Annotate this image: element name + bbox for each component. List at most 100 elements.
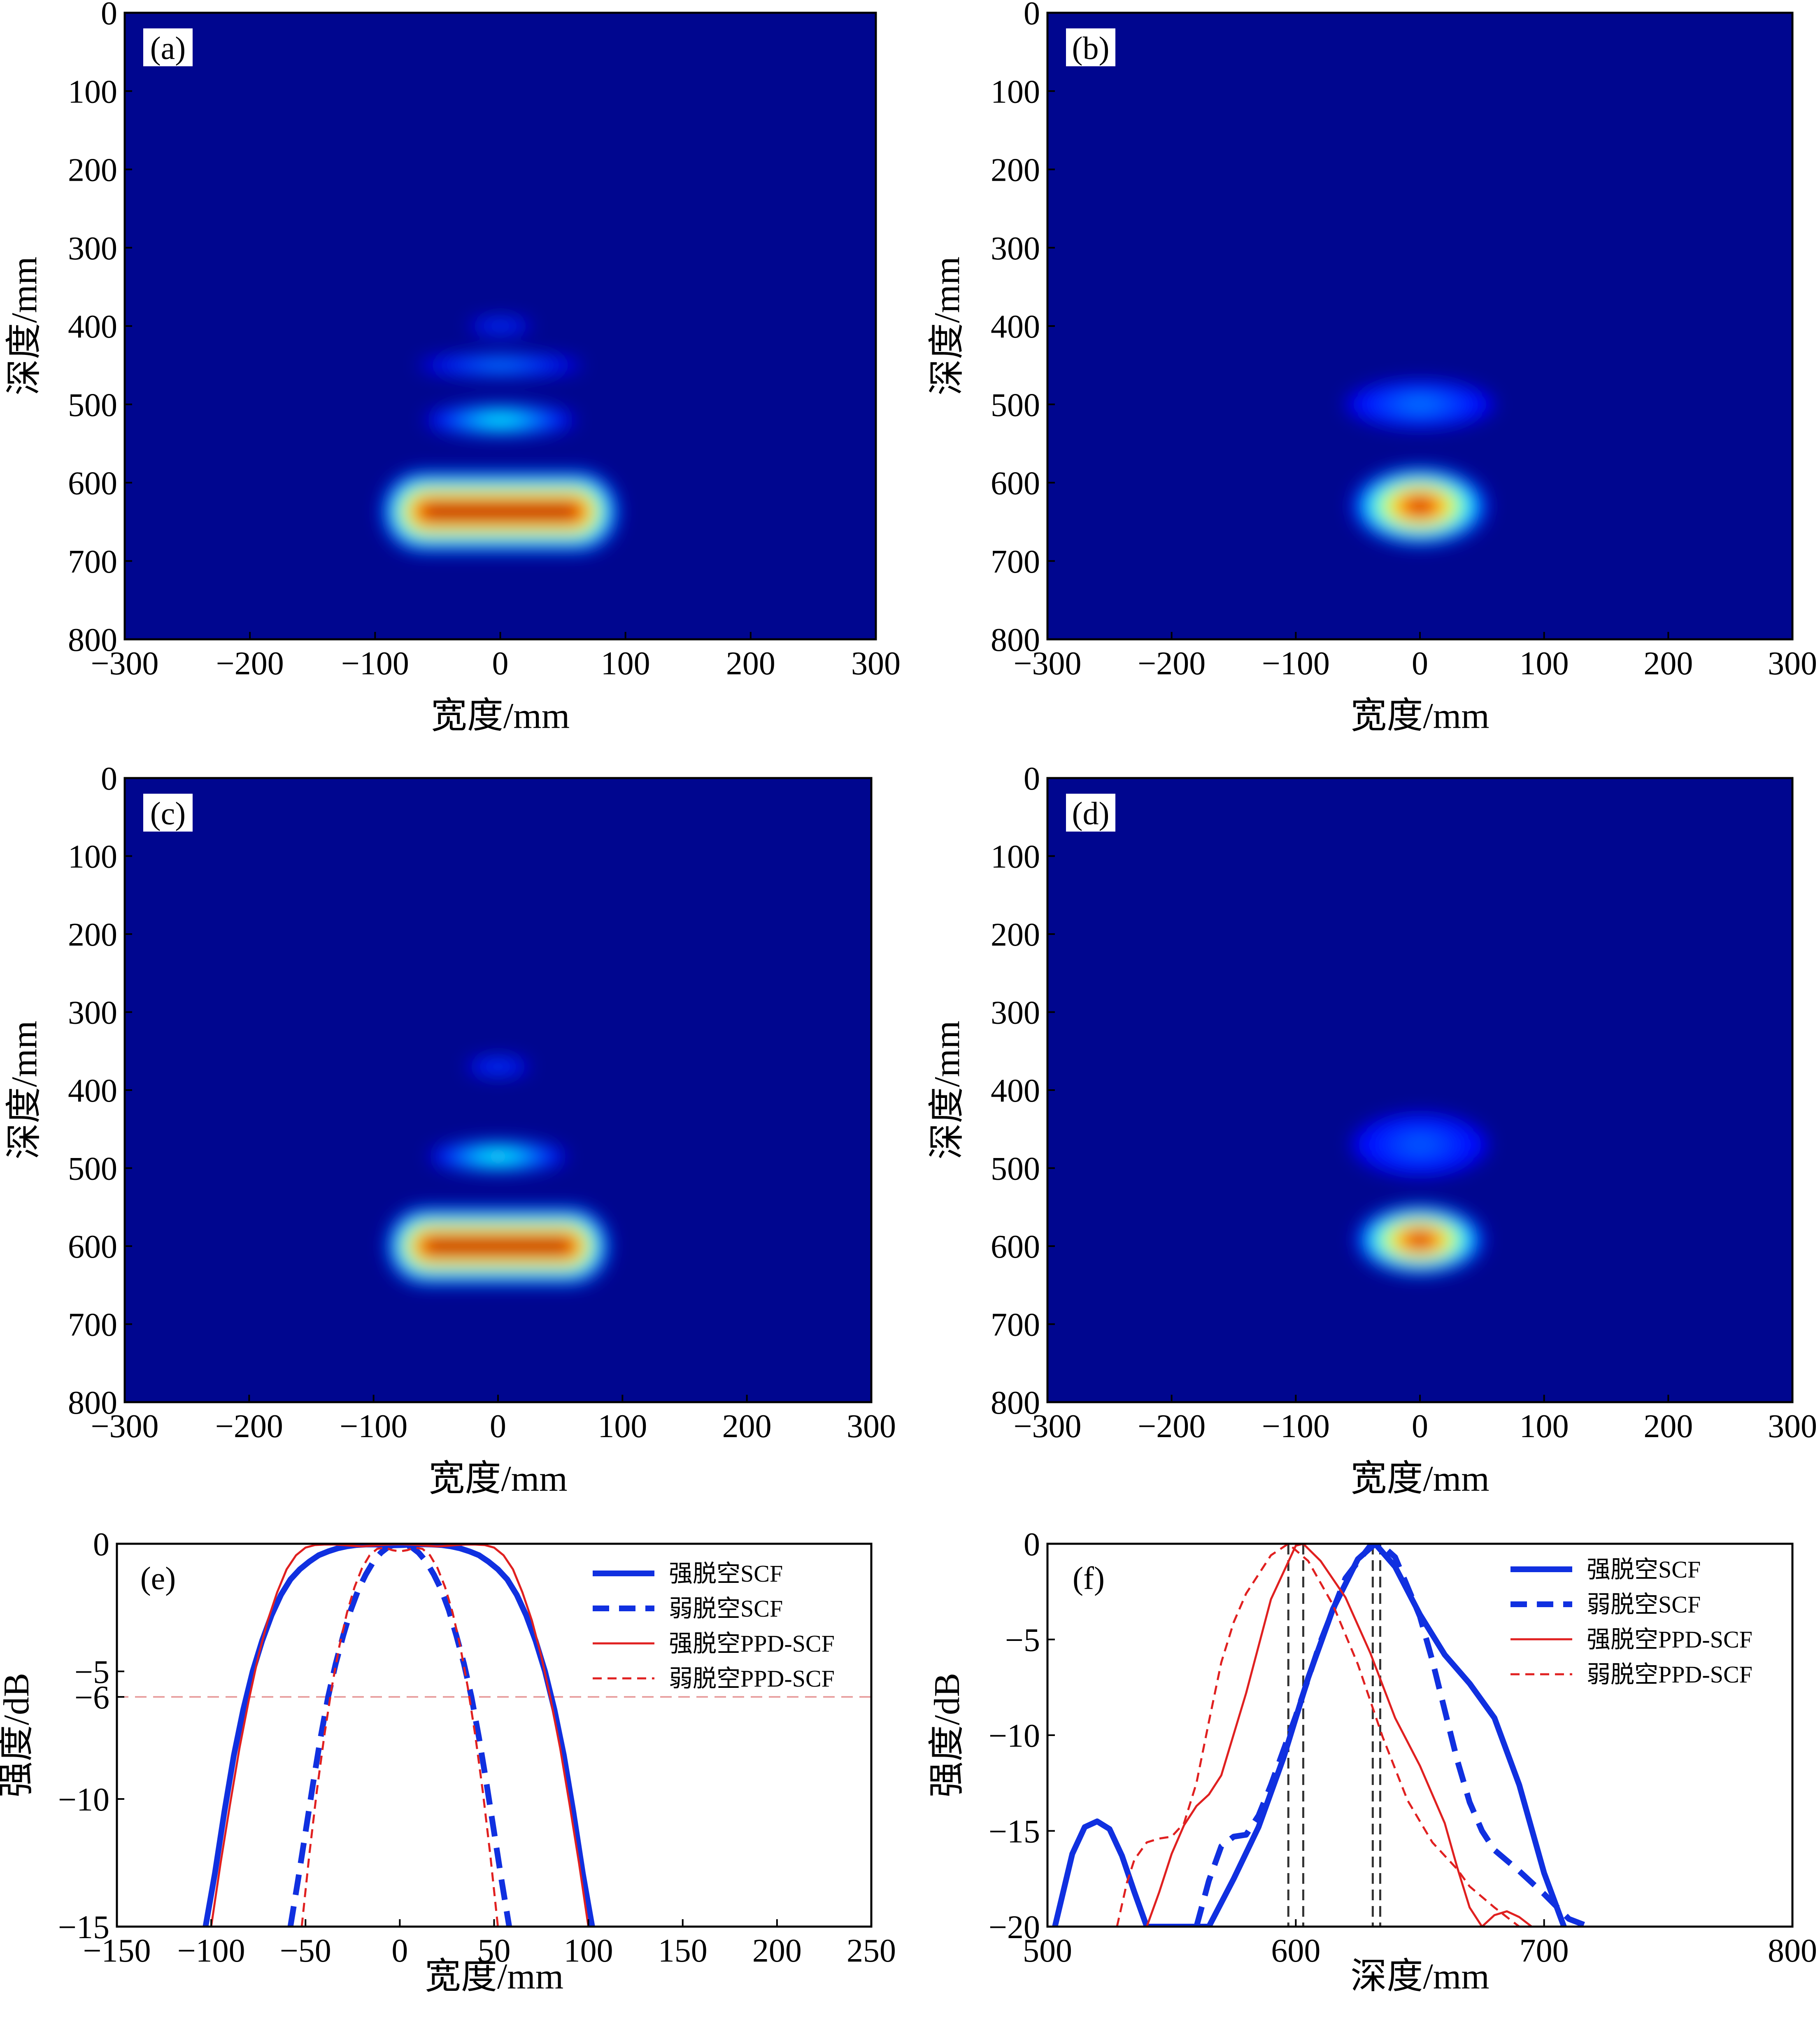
x-tick-label: 200 xyxy=(1643,1408,1693,1445)
x-tick-label: −150 xyxy=(83,1933,151,1969)
legend-label: 强脱空PPD-SCF xyxy=(1587,1626,1753,1653)
legend-label: 强脱空PPD-SCF xyxy=(669,1630,835,1657)
x-tick-label: 300 xyxy=(847,1408,896,1445)
y-tick-label: 200 xyxy=(991,152,1040,189)
heatmap-blob-1-level-7 xyxy=(1410,401,1429,408)
y-tick-label: 100 xyxy=(68,839,117,875)
heatmap-blobs xyxy=(1352,1113,1488,1275)
x-tick-label: −200 xyxy=(215,1408,283,1445)
heatmap-blob-0-level-7 xyxy=(1412,1235,1428,1244)
y-tick-label: −10 xyxy=(58,1782,109,1818)
x-tick-label: 500 xyxy=(1023,1933,1072,1969)
y-tick-label: 0 xyxy=(93,1526,109,1563)
heatmap-blobs xyxy=(386,1057,610,1285)
heatmap-blob-1-level-7 xyxy=(1411,1141,1429,1149)
heatmap-blob-1-level-7 xyxy=(490,364,511,367)
heatmap-blob-3-level-7 xyxy=(491,418,510,422)
series-line-1 xyxy=(287,1544,512,1927)
y-tick-label: 600 xyxy=(991,1229,1040,1265)
y-tick-label: −15 xyxy=(58,1909,109,1946)
x-tick-label: 0 xyxy=(490,1408,506,1445)
series-line-3 xyxy=(300,1546,499,1927)
heatmap-blob-0-level-7 xyxy=(425,1241,571,1251)
heatmap-blob-0-level-7 xyxy=(423,506,578,517)
x-tick-label: 250 xyxy=(847,1933,896,1969)
heatmap-panel-c: −300 −200 −100 0 100 200 300 0 100 200 300 400 500 60… xyxy=(5,761,896,1499)
y-axis-label: 强度/dB xyxy=(0,1673,37,1797)
y-tick-label: 700 xyxy=(68,1307,117,1343)
y-tick-label: −6 xyxy=(74,1680,109,1716)
x-axis-label: 宽度/mm xyxy=(1350,1459,1489,1499)
x-tick-label: −300 xyxy=(1013,645,1081,682)
y-tick-label: 700 xyxy=(991,1307,1040,1343)
y-tick-label: 600 xyxy=(68,1229,117,1265)
y-tick-label: 300 xyxy=(991,995,1040,1031)
plot-area xyxy=(1052,1544,1590,1927)
x-tick-label: 300 xyxy=(1768,1408,1817,1445)
y-tick-label: 400 xyxy=(991,309,1040,345)
x-tick-label: 150 xyxy=(658,1933,708,1969)
panel-label: (a) xyxy=(150,30,186,66)
y-tick-label: −20 xyxy=(989,1909,1040,1946)
y-tick-label: 800 xyxy=(991,622,1040,658)
panel-label-box xyxy=(143,28,193,66)
y-tick-label: 300 xyxy=(991,231,1040,267)
line-panel-e: −150 −100 −50 0 50 100 150 200 250−15−10−6−50宽度/… xyxy=(0,1526,896,1997)
x-tick-label: −300 xyxy=(91,645,158,682)
legend-label: 弱脱空SCF xyxy=(669,1595,783,1622)
x-tick-label: 0 xyxy=(1412,645,1428,682)
legend-label: 弱脱空PPD-SCF xyxy=(1587,1661,1753,1688)
x-axis-label: 宽度/mm xyxy=(428,1459,567,1499)
series-line-3 xyxy=(1116,1544,1520,1927)
y-axis-label: 强度/dB xyxy=(927,1673,967,1797)
x-tick-label: 600 xyxy=(1271,1933,1320,1969)
x-tick-label: 100 xyxy=(1520,1408,1569,1445)
y-tick-label: 0 xyxy=(101,0,117,32)
panel-label: (b) xyxy=(1072,30,1110,66)
line-panel-f: 500 600 700 800 −20 −15 −10 −5 0 深度/mm 强度/dB (f) 强脱空… xyxy=(927,1526,1817,1997)
y-tick-label: 600 xyxy=(991,466,1040,502)
legend-label: 强脱空SCF xyxy=(1587,1556,1701,1583)
x-tick-label: 300 xyxy=(851,645,901,682)
y-tick-label: 0 xyxy=(101,761,117,797)
x-tick-label: 200 xyxy=(726,645,775,682)
x-tick-label: 100 xyxy=(1520,645,1569,682)
x-tick-label: −100 xyxy=(341,645,409,682)
y-tick-label: 400 xyxy=(68,1073,117,1109)
y-tick-label: 100 xyxy=(68,74,117,110)
x-tick-label: 100 xyxy=(598,1408,647,1445)
panel-label-box xyxy=(143,794,193,832)
y-tick-label: 500 xyxy=(991,387,1040,423)
x-tick-label: −50 xyxy=(280,1933,331,1969)
x-tick-label: 300 xyxy=(1768,645,1817,682)
x-axis-label: 宽度/mm xyxy=(431,696,570,736)
x-tick-label: 0 xyxy=(1412,1408,1428,1445)
x-tick-label: −100 xyxy=(177,1933,245,1969)
y-tick-label: 300 xyxy=(68,995,117,1031)
panel-label: (c) xyxy=(150,795,186,831)
x-tick-label: −200 xyxy=(1138,645,1206,682)
y-tick-label: 400 xyxy=(68,309,117,345)
y-tick-label: −5 xyxy=(1005,1622,1040,1659)
x-axis-label: 宽度/mm xyxy=(1350,696,1489,736)
x-axis-label: 深度/mm xyxy=(1350,1957,1489,1997)
y-tick-label: −5 xyxy=(74,1654,109,1690)
y-axis-label: 深度/mm xyxy=(5,256,44,395)
y-axis-label: 深度/mm xyxy=(927,1021,967,1159)
heatmap-blobs xyxy=(381,318,619,552)
x-tick-label: 200 xyxy=(752,1933,802,1969)
panel-label: (f) xyxy=(1073,1560,1105,1596)
panel-label: (d) xyxy=(1072,795,1110,831)
x-tick-label: 100 xyxy=(601,645,650,682)
x-tick-label: −100 xyxy=(1262,1408,1330,1445)
legend-label: 强脱空SCF xyxy=(669,1560,783,1587)
y-tick-label: 700 xyxy=(68,544,117,580)
x-tick-label: 50 xyxy=(478,1933,511,1969)
x-tick-label: 100 xyxy=(564,1933,613,1969)
y-tick-label: 300 xyxy=(68,231,117,267)
x-tick-label: −300 xyxy=(1013,1408,1081,1445)
y-tick-label: 500 xyxy=(68,1151,117,1187)
y-tick-label: 500 xyxy=(991,1151,1040,1187)
x-tick-label: 0 xyxy=(391,1933,408,1969)
